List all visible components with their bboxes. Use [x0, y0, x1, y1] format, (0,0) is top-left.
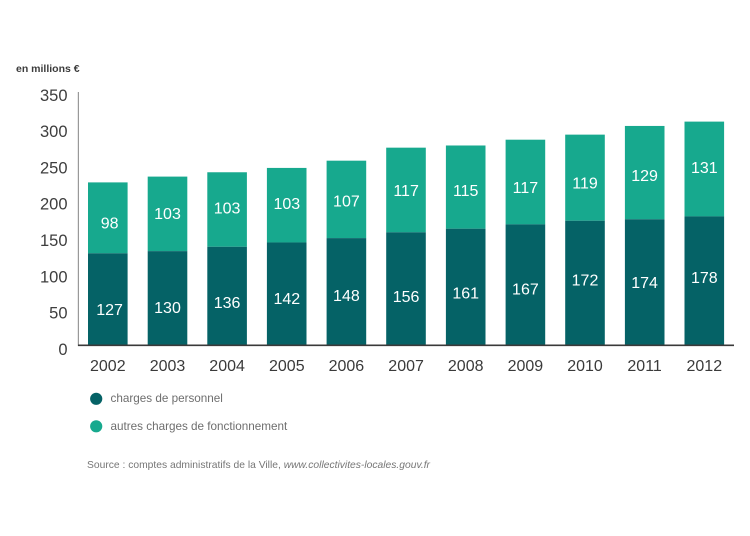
- svg-text:charges de personnel: charges de personnel: [111, 392, 223, 405]
- svg-text:117: 117: [393, 183, 419, 200]
- svg-text:2003: 2003: [150, 358, 186, 375]
- svg-text:103: 103: [214, 200, 241, 217]
- svg-text:300: 300: [40, 123, 68, 141]
- svg-text:2011: 2011: [627, 358, 662, 375]
- svg-text:50: 50: [49, 305, 67, 323]
- svg-text:autres charges de fonctionneme: autres charges de fonctionnement: [111, 420, 288, 433]
- svg-text:129: 129: [631, 168, 658, 185]
- svg-text:en millions €: en millions €: [16, 63, 80, 75]
- svg-text:156: 156: [393, 289, 420, 306]
- svg-text:2004: 2004: [209, 358, 245, 375]
- svg-text:148: 148: [333, 288, 360, 305]
- svg-text:103: 103: [154, 206, 181, 223]
- svg-text:2005: 2005: [269, 358, 305, 375]
- svg-text:2007: 2007: [388, 358, 424, 375]
- svg-text:250: 250: [40, 159, 68, 177]
- svg-text:136: 136: [214, 295, 241, 312]
- svg-text:174: 174: [631, 275, 658, 292]
- svg-text:0: 0: [58, 341, 67, 359]
- svg-text:2008: 2008: [448, 358, 484, 375]
- svg-text:107: 107: [333, 193, 360, 210]
- svg-text:131: 131: [691, 160, 718, 177]
- svg-text:200: 200: [40, 196, 68, 214]
- svg-text:117: 117: [513, 180, 539, 197]
- svg-text:130: 130: [154, 300, 181, 317]
- svg-text:178: 178: [691, 270, 718, 287]
- svg-text:350: 350: [40, 87, 68, 105]
- svg-text:2010: 2010: [567, 358, 603, 375]
- svg-text:2009: 2009: [508, 358, 544, 375]
- svg-text:100: 100: [40, 268, 68, 286]
- svg-text:142: 142: [273, 291, 300, 308]
- svg-text:2012: 2012: [687, 358, 723, 375]
- svg-text:Source : comptes administratif: Source : comptes administratifs de la Vi…: [87, 460, 431, 471]
- svg-text:2002: 2002: [90, 358, 126, 375]
- svg-text:98: 98: [101, 216, 119, 233]
- svg-text:172: 172: [572, 273, 599, 290]
- svg-text:103: 103: [273, 196, 300, 213]
- svg-text:127: 127: [96, 302, 123, 319]
- svg-text:2006: 2006: [329, 358, 365, 375]
- svg-text:119: 119: [572, 175, 598, 192]
- svg-text:150: 150: [40, 232, 68, 250]
- svg-text:115: 115: [453, 183, 479, 200]
- svg-text:167: 167: [512, 282, 539, 299]
- svg-text:161: 161: [452, 286, 479, 303]
